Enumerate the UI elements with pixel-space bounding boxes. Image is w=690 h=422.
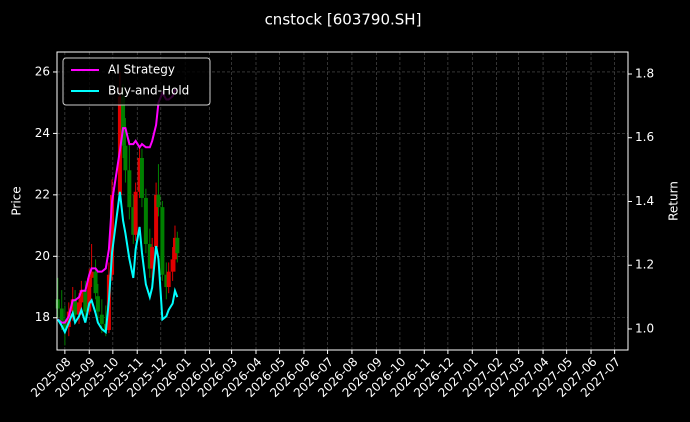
candle-body xyxy=(70,299,75,312)
candle-body xyxy=(55,299,60,309)
candle-body xyxy=(164,274,169,288)
candle-body xyxy=(143,197,148,245)
candle-body xyxy=(73,299,78,315)
candle-body xyxy=(77,302,82,315)
candle-body xyxy=(62,320,67,331)
candle-body xyxy=(127,170,132,208)
candle-body xyxy=(154,194,159,248)
candle-body xyxy=(89,271,94,278)
candle-body xyxy=(110,194,115,275)
candle-body xyxy=(83,290,88,312)
y-tick-label: 20 xyxy=(35,249,50,263)
y2-tick-label: 1.6 xyxy=(635,130,654,144)
chart-title: cnstock [603790.SH] xyxy=(265,11,422,29)
plot-frame xyxy=(56,51,629,351)
y-tick-label: 26 xyxy=(35,64,50,78)
candle-body xyxy=(133,191,138,235)
y2-tick-label: 1.2 xyxy=(635,258,654,272)
y2-tick-label: 1.0 xyxy=(635,321,654,335)
candle-body xyxy=(59,308,64,321)
y-axis-label: Price xyxy=(10,186,24,215)
candle-body xyxy=(95,296,100,312)
candle-body xyxy=(172,237,177,260)
legend-label: Buy-and-Hold xyxy=(108,84,189,98)
y2-axis-label: Return xyxy=(667,181,681,221)
legend-box xyxy=(62,57,211,106)
candle-body xyxy=(175,237,180,254)
candle-body xyxy=(99,314,104,324)
candle-body xyxy=(131,207,136,235)
candle-body xyxy=(123,145,128,171)
candle-body xyxy=(139,157,144,198)
candle-body xyxy=(87,277,92,312)
candle-body xyxy=(93,271,98,294)
candle-body xyxy=(121,96,126,146)
candle-body xyxy=(79,290,84,303)
y-tick-label: 18 xyxy=(35,310,50,324)
y-tick-label: 22 xyxy=(35,187,50,201)
y2-tick-label: 1.4 xyxy=(635,194,654,208)
candle-body xyxy=(160,207,165,275)
candle-body xyxy=(147,244,152,269)
candle-body xyxy=(156,194,161,208)
candle-body xyxy=(166,271,171,288)
y2-tick-label: 1.8 xyxy=(635,66,654,80)
series-line xyxy=(56,191,179,335)
legend: AI Strategy Buy-and-Hold xyxy=(62,57,211,106)
legend-label: AI Strategy xyxy=(108,63,175,77)
candle-body xyxy=(137,157,142,192)
candle-body xyxy=(170,259,175,272)
candle-body xyxy=(66,311,71,327)
y-tick-label: 24 xyxy=(35,126,50,140)
candle-body xyxy=(150,247,155,269)
